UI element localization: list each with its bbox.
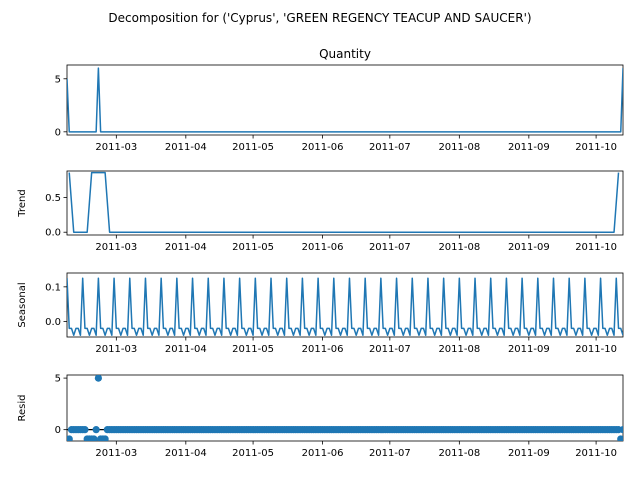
panel-observed: Quantity 0 5 2011-03 2011-04 2011-05 2011-06 20… [55,47,624,153]
x-tick-label: 2011-05 [232,242,274,253]
y-tick-label: 5 [55,374,61,385]
x-tick-label: 2011-10 [575,142,617,153]
x-tick-label: 2011-05 [232,448,274,459]
axes-frame [66,64,624,136]
x-tick-label: 2011-05 [232,344,274,355]
x-tick-label: 2011-10 [575,344,617,355]
x-tick-label: 2011-08 [438,344,480,355]
resid-point [92,426,100,434]
y-tick-label: 0.5 [45,193,61,204]
resid-point [101,435,109,441]
panel-title: Quantity [319,47,371,61]
data-layer [67,67,623,133]
series-line [67,277,623,337]
x-tick-label: 2011-07 [369,344,411,355]
resid-point [90,435,98,441]
panel-seasonal: Seasonal 0.0 0.1 2011-03 2011-04 2011-05 2011-… [17,272,624,355]
resid-point [81,426,89,434]
resid-point [94,375,102,382]
x-tick-label: 2011-09 [508,142,550,153]
x-tick-label: 2011-08 [438,448,480,459]
x-tick-label: 2011-04 [165,448,207,459]
figure-suptitle: Decomposition for ('Cyprus', 'GREEN REGE… [108,11,531,25]
y-tick-label: 0 [55,425,61,436]
data-layer [67,375,623,441]
resid-point [67,435,73,441]
axes-frame [66,272,624,338]
x-tick-label: 2011-03 [95,242,137,253]
y-tick-label: 0.0 [45,317,61,328]
x-tick-label: 2011-08 [438,242,480,253]
x-tick-label: 2011-10 [575,448,617,459]
series-line [68,171,620,233]
y-tick-label: 0 [55,127,61,138]
panel-resid: Resid 0 5 2011-03 2011-04 2011-05 2011-06 2011-… [17,374,624,459]
x-tick-label: 2011-09 [508,448,550,459]
resid-point [617,435,623,441]
x-tick-label: 2011-04 [165,142,207,153]
x-tick-label: 2011-07 [369,142,411,153]
y-axis-label: Trend [17,189,28,217]
x-tick-label: 2011-10 [575,242,617,253]
y-tick-label: 0.0 [45,228,61,239]
y-tick-label: 0.1 [45,282,61,293]
x-tick-label: 2011-08 [438,142,480,153]
y-axis-label: Seasonal [17,282,28,327]
resid-point [619,426,623,434]
axes-frame [66,374,624,442]
series-line [67,67,623,133]
x-tick-label: 2011-06 [302,344,344,355]
x-tick-label: 2011-09 [508,242,550,253]
data-layer [67,277,623,337]
x-tick-label: 2011-05 [232,142,274,153]
x-tick-label: 2011-09 [508,344,550,355]
x-tick-label: 2011-04 [165,344,207,355]
y-tick-label: 5 [55,74,61,85]
data-layer [68,171,620,233]
x-tick-label: 2011-06 [302,242,344,253]
x-tick-label: 2011-06 [302,142,344,153]
x-tick-label: 2011-03 [95,344,137,355]
x-tick-label: 2011-07 [369,242,411,253]
y-axis-label: Resid [17,395,28,422]
x-tick-label: 2011-04 [165,242,207,253]
panel-trend: Trend 0.0 0.5 2011-03 2011-04 2011-05 2011-06 2… [17,170,624,253]
panels: Quantity 0 5 2011-03 2011-04 2011-05 2011-06 20… [17,47,624,459]
x-tick-label: 2011-03 [95,448,137,459]
x-tick-label: 2011-03 [95,142,137,153]
axes-frame [66,170,624,236]
x-tick-label: 2011-06 [302,448,344,459]
x-tick-label: 2011-07 [369,448,411,459]
